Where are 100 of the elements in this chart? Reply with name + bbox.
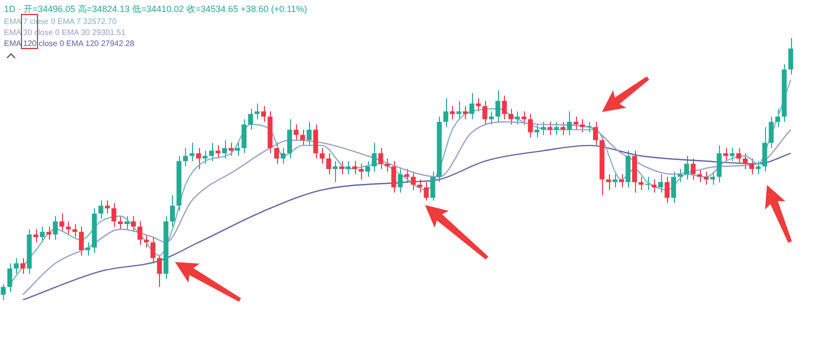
- candlestick: [638, 176, 644, 190]
- candlestick: [548, 121, 552, 136]
- candlestick: [678, 168, 683, 183]
- candlestick: [332, 160, 338, 183]
- candlestick: [768, 116, 774, 149]
- candlestick: [652, 178, 657, 194]
- candlestick: [658, 174, 664, 194]
- candlestick: [313, 124, 318, 160]
- candlestick: [495, 90, 500, 122]
- candlestick: [574, 116, 578, 130]
- candlestick: [521, 110, 526, 125]
- candlestick: [417, 178, 422, 194]
- candlestick: [326, 152, 332, 175]
- candlestick: [567, 110, 572, 136]
- candlestick: [462, 106, 468, 120]
- candlestick: [482, 100, 488, 125]
- candlestick: [124, 216, 130, 230]
- candlestick: [280, 148, 286, 164]
- candlestick: [775, 108, 780, 128]
- candlestick: [150, 236, 156, 264]
- candlestick: [554, 121, 559, 136]
- candlestick: [235, 142, 240, 156]
- candlestick: [261, 106, 266, 122]
- candlestick: [144, 234, 149, 248]
- candlestick: [320, 148, 325, 164]
- candlestick: [450, 106, 455, 120]
- candlestick: [619, 174, 624, 188]
- candlestick: [137, 220, 142, 246]
- candlestick: [430, 171, 436, 201]
- candlestick: [190, 142, 194, 162]
- candlestick: [540, 121, 546, 136]
- candlestick: [118, 216, 123, 230]
- candlestick: [59, 213, 64, 232]
- candlestick: [716, 144, 722, 183]
- candlestick: [391, 160, 396, 194]
- candlestick: [130, 216, 136, 232]
- candlestick: [488, 110, 494, 125]
- candlestick: [404, 168, 410, 183]
- candlestick: [157, 254, 162, 288]
- candlestick: [66, 220, 71, 235]
- candlestick: [0, 284, 6, 300]
- candlestick: [216, 144, 220, 160]
- candlestick: [52, 216, 58, 240]
- candlestick: [254, 103, 260, 120]
- candlestick: [248, 108, 254, 130]
- candlestick: [469, 92, 474, 120]
- candlestick: [508, 108, 514, 125]
- candlestick: [196, 148, 201, 170]
- candlestick: [606, 174, 611, 190]
- candlestick: [723, 148, 728, 162]
- candlestick: [7, 262, 12, 293]
- candlestick: [78, 226, 84, 256]
- candlestick: [528, 113, 533, 138]
- candlestick: [664, 176, 670, 204]
- candlestick: [98, 200, 104, 220]
- candlestick: [46, 226, 52, 240]
- candlestick: [560, 121, 566, 136]
- candlestick: [690, 158, 696, 180]
- candlestick: [671, 171, 676, 204]
- candlestick: [378, 148, 384, 170]
- candlestick: [697, 168, 702, 183]
- candlestick: [306, 121, 312, 146]
- candlestick: [424, 182, 429, 201]
- candlestick: [294, 124, 299, 141]
- candlestick: [346, 160, 351, 175]
- candlestick: [710, 171, 716, 186]
- candlestick: [580, 118, 585, 133]
- candlestick: [111, 202, 116, 228]
- candlestick: [684, 155, 690, 180]
- text: EMA 120 close 0 EMA 120 27942.28: [4, 38, 134, 49]
- candlestick: [222, 140, 227, 160]
- candlestick: [742, 152, 748, 170]
- candlestick: [287, 118, 292, 160]
- candlestick: [593, 121, 598, 146]
- candlestick: [736, 148, 742, 164]
- candlestick: [339, 160, 344, 175]
- candlestick: [242, 118, 246, 154]
- candlestick: [612, 174, 618, 188]
- candlestick: [645, 176, 650, 190]
- candlestick: [704, 171, 709, 186]
- candlestick: [300, 129, 306, 146]
- candlestick: [788, 38, 794, 76]
- candlestick: [476, 98, 481, 112]
- candlestick: [443, 98, 448, 128]
- candlestick: [514, 110, 520, 125]
- candlestick: [85, 242, 90, 256]
- chart-title: 1D · 开=34496.05 高=34824.13 低=34410.02 收=34534.65 +38.60 (+0.11%): [4, 3, 308, 16]
- candlestick: [372, 142, 377, 172]
- candlestick: [534, 124, 540, 138]
- candlestick: [228, 142, 234, 156]
- candlestick: [202, 150, 208, 164]
- candlestick: [170, 194, 175, 228]
- candlestick: [274, 142, 280, 164]
- candlestick: [72, 224, 78, 238]
- candlestick: [398, 168, 403, 194]
- candlestick: [502, 95, 507, 120]
- candlestick: [209, 142, 214, 162]
- candlestick: [586, 121, 592, 133]
- candlestick: [104, 200, 110, 214]
- candlestick: [762, 126, 768, 172]
